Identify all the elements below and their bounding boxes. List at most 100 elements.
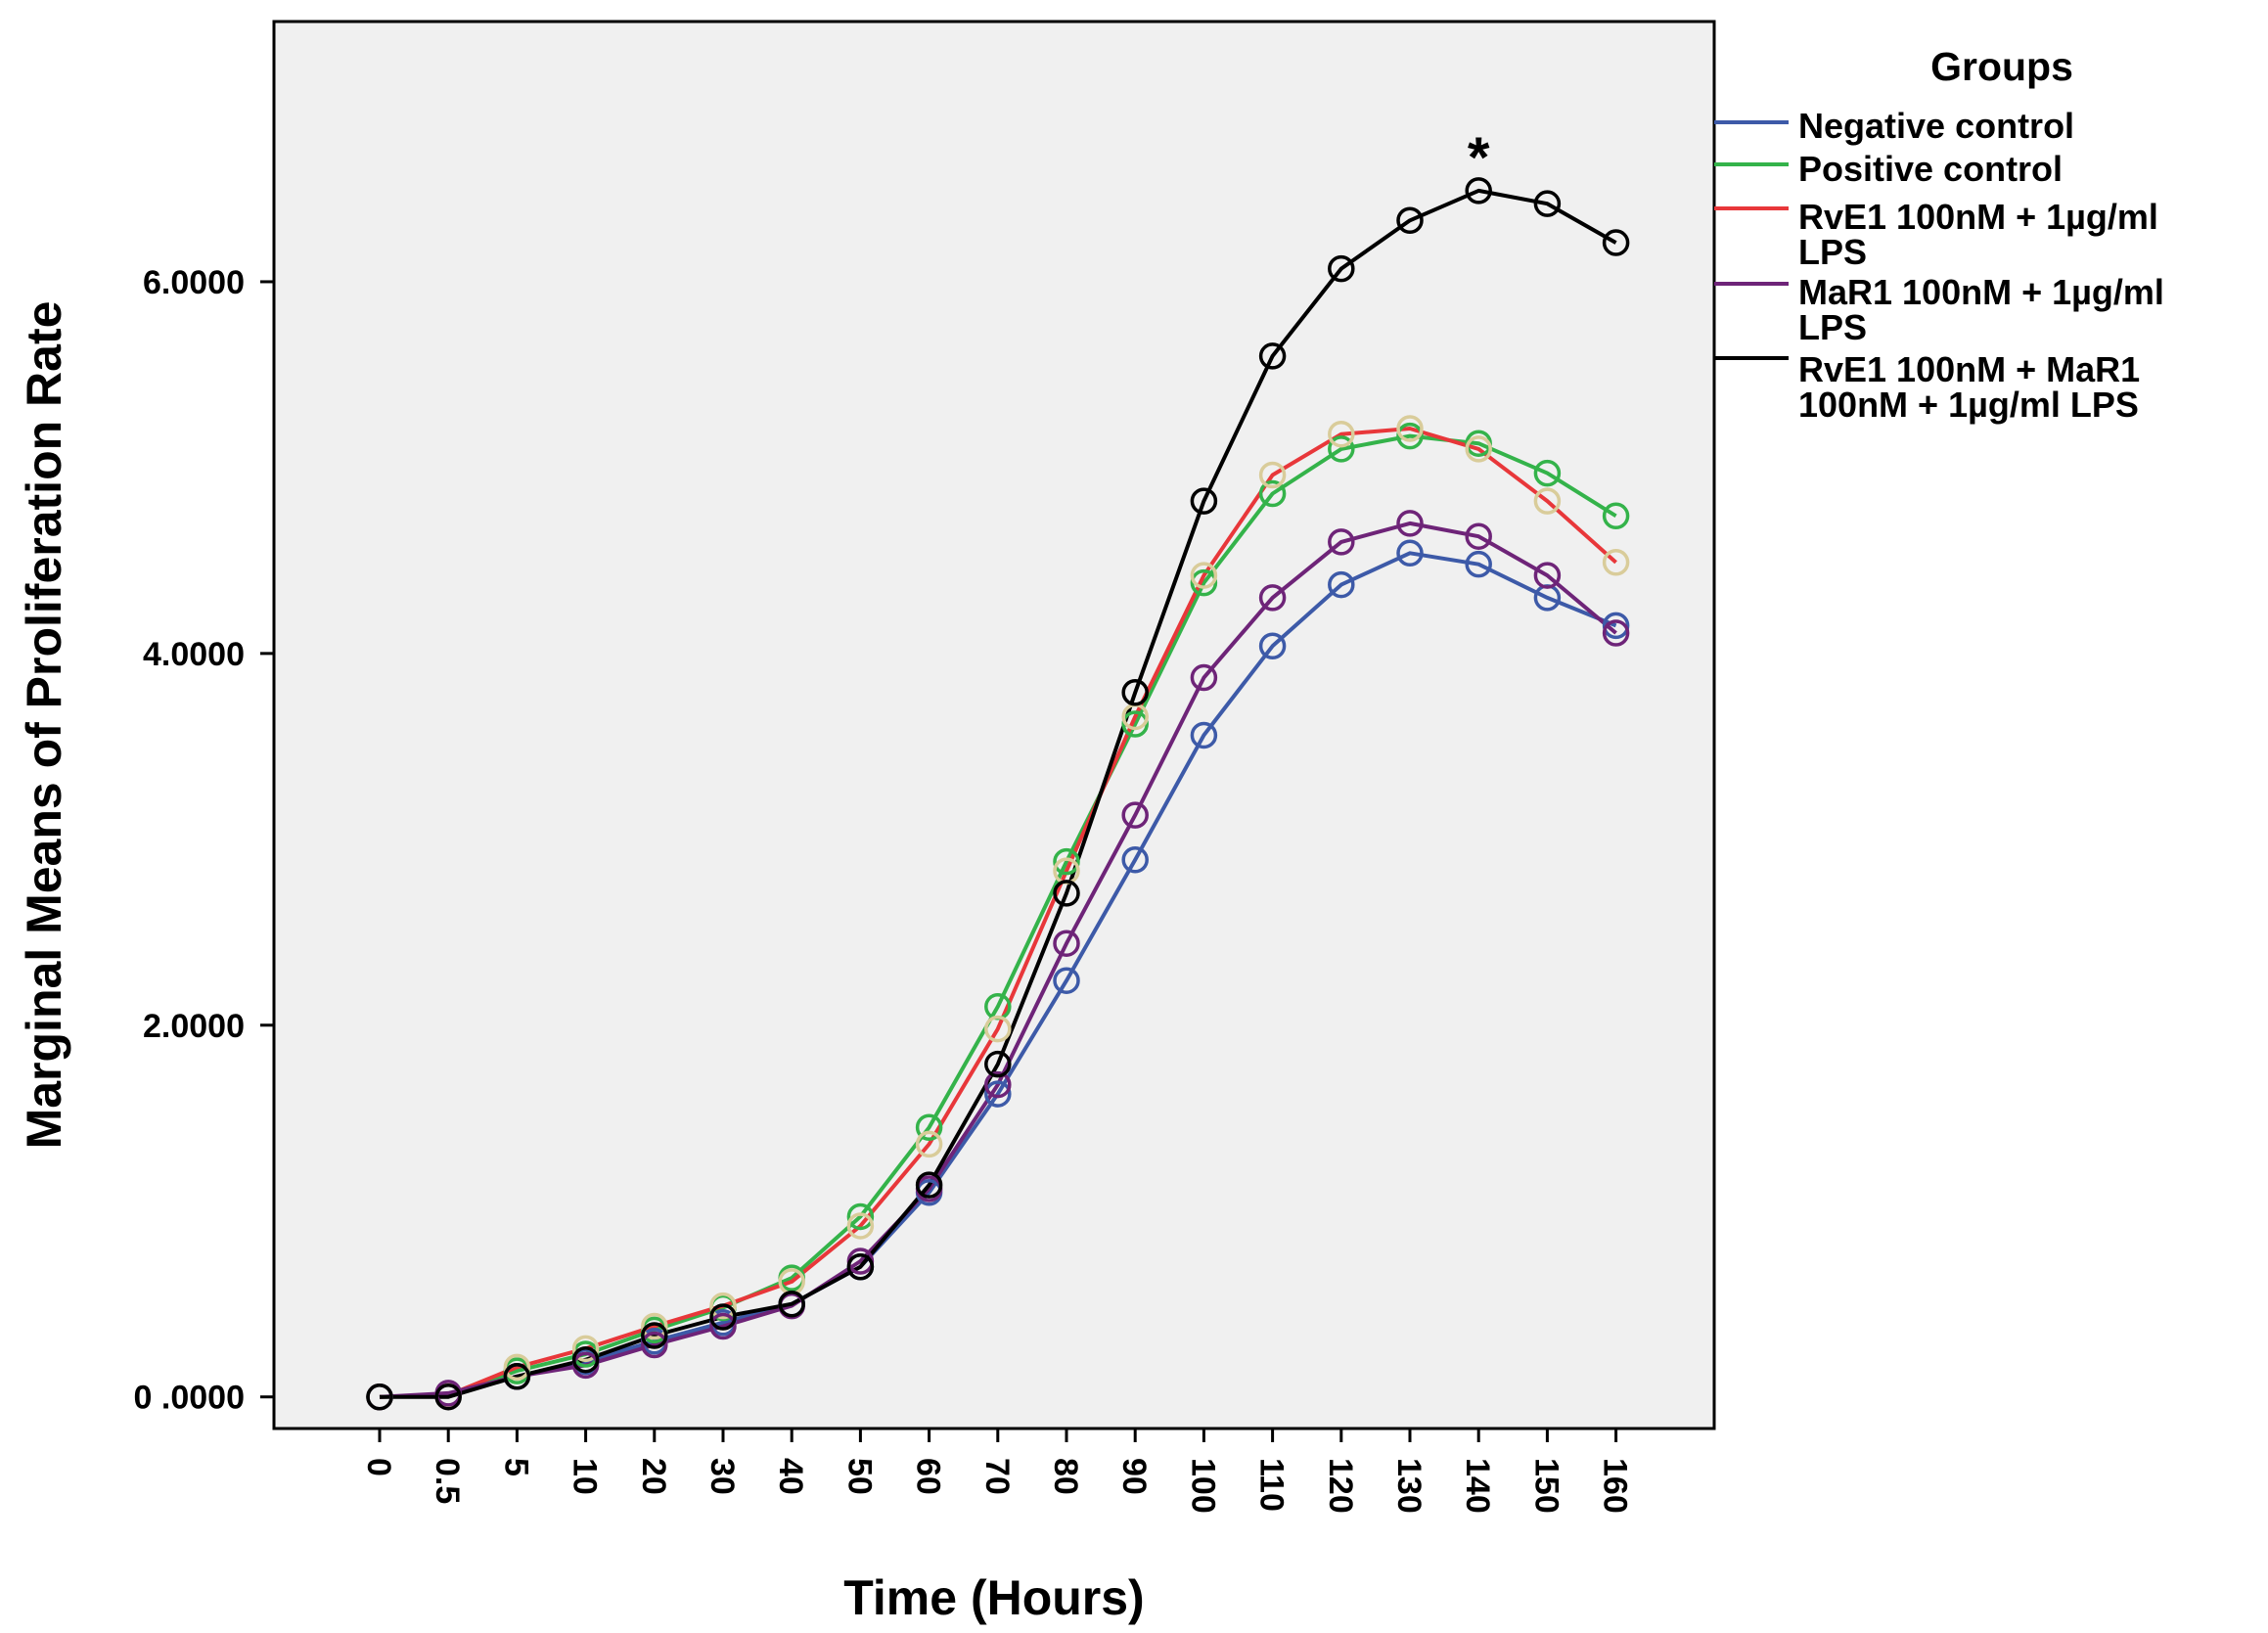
legend-label: Negative control <box>1798 106 2074 146</box>
x-tick-label: 0.5 <box>429 1458 466 1504</box>
y-tick-label: 0 .0000 <box>134 1380 245 1417</box>
data-point <box>1533 487 1562 515</box>
data-point <box>641 1331 668 1359</box>
data-point <box>1396 206 1424 235</box>
data-point <box>709 1303 737 1331</box>
data-point <box>1396 422 1424 450</box>
data-point <box>1053 880 1080 907</box>
x-axis-ticks: 0 0.5 5 10 20 30 40 50 60 70 80 90 100 110 120 130 140 15… <box>360 1429 1634 1514</box>
data-point <box>1465 550 1492 578</box>
data-point <box>778 1290 805 1318</box>
x-tick-label: 130 <box>1390 1458 1428 1514</box>
x-tick-label: 120 <box>1322 1458 1359 1514</box>
y-tick-label: 2.0000 <box>143 1008 245 1045</box>
data-point <box>366 1383 393 1411</box>
data-point <box>1602 612 1630 640</box>
x-tick-label: 5 <box>497 1458 534 1476</box>
data-point <box>915 1171 943 1199</box>
data-point <box>1121 679 1149 706</box>
data-point <box>1258 479 1287 508</box>
data-point <box>1602 619 1630 647</box>
data-point <box>984 1080 1012 1108</box>
data-point <box>1258 632 1287 660</box>
data-point <box>1190 721 1218 749</box>
y-axis-title: Marginal Means of Proliferation Rate <box>17 301 71 1150</box>
data-point <box>1396 539 1424 567</box>
x-tick-label: 40 <box>772 1458 809 1495</box>
x-tick-label: 140 <box>1459 1458 1496 1514</box>
data-point <box>1465 522 1492 550</box>
x-tick-label: 20 <box>635 1458 672 1495</box>
data-point <box>1053 847 1080 876</box>
data-point <box>641 1312 668 1340</box>
data-point <box>1328 570 1355 599</box>
data-point <box>1328 528 1355 556</box>
data-point <box>1533 190 1562 217</box>
x-tick-label: 80 <box>1047 1458 1084 1495</box>
data-point <box>1190 568 1218 597</box>
x-tick-label: 100 <box>1184 1458 1221 1514</box>
data-point <box>1258 342 1287 370</box>
data-point <box>846 1202 875 1231</box>
y-tick-label: 6.0000 <box>143 264 245 301</box>
data-point <box>709 1292 737 1320</box>
x-tick-label: 30 <box>703 1458 741 1495</box>
data-point <box>641 1322 668 1349</box>
data-point <box>1602 229 1630 256</box>
data-point <box>503 1353 531 1382</box>
legend-label: LPS <box>1798 232 1867 272</box>
x-tick-label: 70 <box>978 1458 1016 1495</box>
data-point <box>1465 435 1492 463</box>
plot-area <box>272 20 1716 1430</box>
data-point <box>503 1363 531 1390</box>
data-point <box>915 1113 943 1142</box>
data-point <box>1396 510 1424 537</box>
legend-label: Positive control <box>1798 149 2063 189</box>
data-point <box>1053 930 1080 957</box>
data-point <box>1190 663 1218 692</box>
legend-label: RvE1 100nM + MaR1 <box>1798 349 2140 389</box>
data-point <box>1602 502 1630 530</box>
data-point <box>571 1345 600 1374</box>
data-point <box>915 1130 943 1158</box>
chart-annotations: * <box>1468 126 1490 190</box>
data-point <box>984 1070 1012 1099</box>
data-point <box>1121 845 1149 874</box>
data-point <box>1121 710 1149 738</box>
data-point <box>1328 254 1355 283</box>
x-tick-label: 150 <box>1527 1458 1565 1514</box>
data-point <box>1258 584 1287 612</box>
data-point <box>1328 435 1355 463</box>
x-axis-title: Time (Hours) <box>843 1570 1144 1625</box>
data-point <box>1190 487 1218 515</box>
x-tick-label: 110 <box>1253 1458 1291 1512</box>
data-point <box>984 1050 1012 1078</box>
data-point <box>1328 420 1355 448</box>
data-point <box>1396 415 1424 442</box>
x-tick-label: 50 <box>840 1458 878 1495</box>
data-point <box>1053 967 1080 994</box>
legend-label: 100nM + 1µg/ml LPS <box>1798 385 2139 425</box>
data-point <box>1533 562 1562 589</box>
data-point <box>1465 177 1492 204</box>
legend-label: LPS <box>1798 307 1867 347</box>
data-point <box>1258 461 1287 489</box>
y-tick-label: 4.0000 <box>143 636 245 673</box>
legend-label: MaR1 100nM + 1µg/ml <box>1798 272 2164 312</box>
x-tick-label: 160 <box>1597 1458 1634 1514</box>
x-tick-label: 0 <box>360 1458 397 1476</box>
y-axis-ticks: 0 .0000 2.0000 4.0000 6.0000 <box>134 264 274 1417</box>
data-point <box>1121 801 1149 829</box>
x-tick-label: 90 <box>1115 1458 1153 1495</box>
data-point <box>434 1383 462 1411</box>
legend-label: RvE1 100nM + 1µg/ml <box>1798 197 2158 237</box>
significance-star: * <box>1468 126 1490 190</box>
data-point <box>1190 562 1218 589</box>
series-markers <box>366 177 1630 1411</box>
data-point <box>1602 549 1630 576</box>
legend-title: Groups <box>1930 44 2073 89</box>
data-point <box>1533 459 1562 487</box>
x-tick-label: 10 <box>567 1458 604 1495</box>
